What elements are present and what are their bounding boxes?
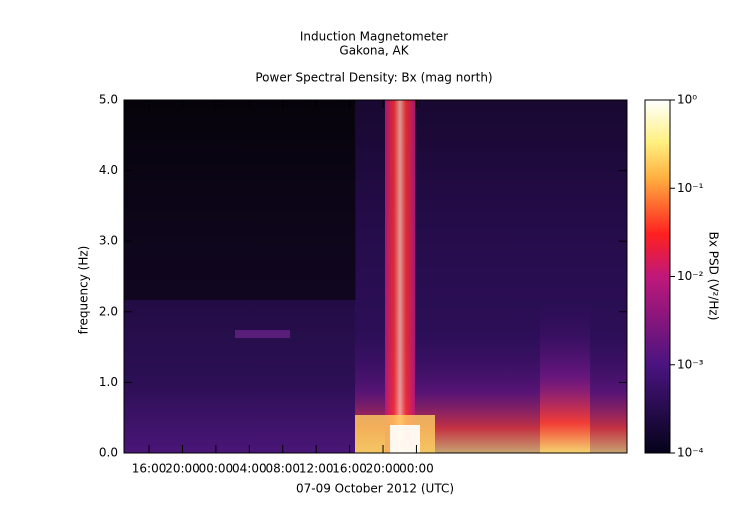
plot-title: Power Spectral Density: Bx (mag north) [255,71,492,85]
chart-title: Induction Magnetometer [300,30,448,44]
colorbar-tick-label: 10⁻¹ [677,181,704,195]
x-tick-label: 20:00 [165,462,200,476]
colorbar-tick-label: 10⁻⁴ [677,446,704,460]
x-tick-label: 00:00 [399,462,434,476]
y-tick-label: 2.0 [99,304,118,318]
x-axis-label: 07-09 October 2012 (UTC) [296,482,454,496]
y-tick-label: 3.0 [99,234,118,248]
x-tick-label: 16:00 [132,462,167,476]
x-tick-label: 20:00 [366,462,401,476]
y-tick-label: 4.0 [99,163,118,177]
colorbar-tick-label: 10⁻³ [677,357,704,371]
colorbar [644,99,671,454]
colorbar-tick-label: 10⁻² [677,269,704,283]
y-tick-label: 0.0 [99,446,118,460]
plot-frame [123,99,628,454]
colorbar-tick-label: 10⁰ [677,93,697,107]
x-tick-label: 16:00 [332,462,367,476]
chart-subtitle: Gakona, AK [339,44,409,58]
x-tick-label: 00:00 [199,462,234,476]
x-tick-label: 04:00 [232,462,267,476]
y-tick-label: 1.0 [99,375,118,389]
y-tick-label: 5.0 [99,93,118,107]
x-tick-label: 12:00 [299,462,334,476]
colorbar-label: Bx PSD (V²/Hz) [707,232,721,321]
y-axis-label: frequency (Hz) [77,246,91,335]
x-tick-label: 08:00 [265,462,300,476]
spectrogram-image [124,100,627,453]
